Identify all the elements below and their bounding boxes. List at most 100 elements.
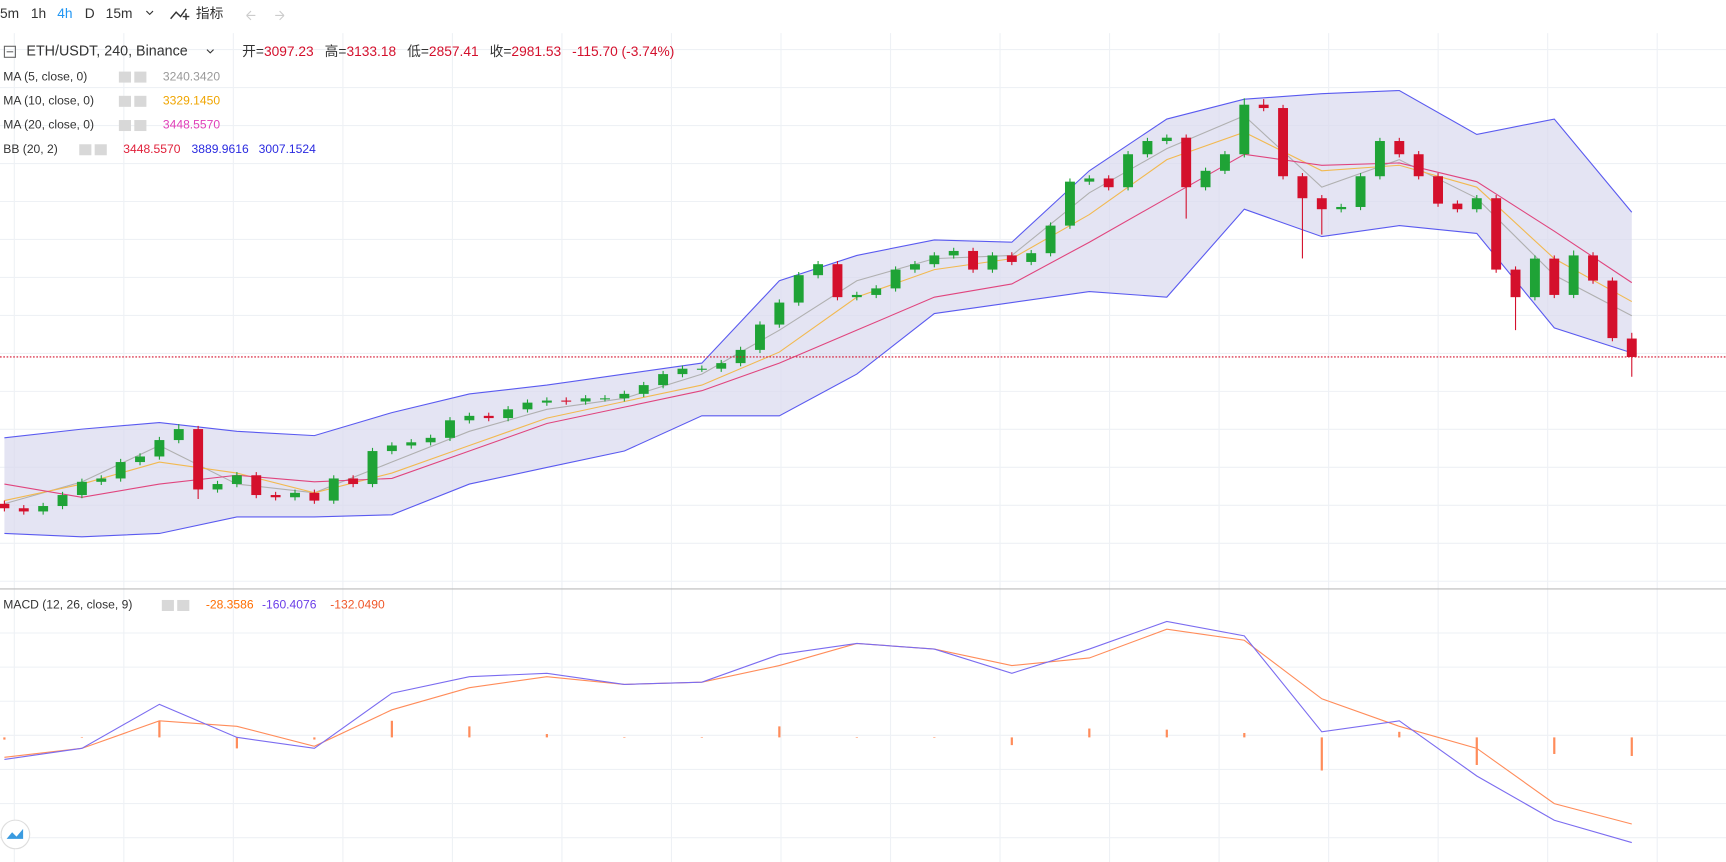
candle-body [1161,137,1172,142]
candle-body [251,475,262,496]
visibility-button[interactable] [161,599,174,611]
candle-body [386,445,397,452]
candle-body [96,478,107,482]
candle-body [115,462,126,479]
macd-histogram-bar [3,737,6,740]
candle-body [658,374,669,386]
macd-histogram-bar [235,737,238,749]
visibility-button[interactable] [118,120,131,132]
macd-histogram-bar [1165,729,1168,738]
candle-body [309,492,320,501]
remove-button[interactable] [177,599,190,611]
candle-body [1200,170,1211,188]
candle-body [76,481,87,496]
candle-body [600,398,610,400]
candle-body [445,420,455,438]
candle-body [1103,178,1114,188]
candle-body [987,255,998,270]
interval-button[interactable]: 1h [31,6,46,21]
candle-body [1529,258,1540,298]
candle-body [1394,141,1405,155]
candle-body [1219,154,1230,171]
candle-body [910,264,920,270]
ohlc-value: 3097.23 [264,43,314,58]
candle-body [270,495,281,498]
macd-histogram-bar [80,737,83,738]
undo-button[interactable] [246,10,256,21]
interval-button[interactable]: D [85,6,95,21]
logo[interactable] [0,819,31,850]
candle-body [1084,178,1095,182]
indicator-name[interactable]: MACD (12, 26, close, 9) [3,598,132,612]
candle-body [1064,181,1075,226]
macd-histogram-bar [1243,732,1246,738]
indicator-name[interactable]: MA (5, close, 0) [3,69,87,83]
candle-body [1278,108,1289,177]
indicator-name[interactable]: BB (20, 2) [3,142,57,156]
collapse-button[interactable] [3,45,16,58]
candle-body [755,324,765,350]
candle-body [677,368,688,375]
visibility-button[interactable] [118,71,131,83]
moving-average [4,153,1633,498]
macd-line [4,620,1632,844]
candle-body [1471,198,1482,210]
symbol-menu[interactable] [206,49,214,54]
indicator-name[interactable]: MA (10, close, 0) [3,94,94,108]
candle-body [483,415,494,419]
ohlc-label: 收= [490,43,512,58]
candle-body [929,255,940,265]
ohlc-value: 2981.53 [511,43,561,58]
ohlc-legend: 开=3097.23 高=3133.18 低=2857.41 收=2981.53 -115… [242,42,674,58]
macd-histogram-bar [545,734,548,738]
macd-histogram-bar [1088,728,1091,738]
visibility-button[interactable] [118,95,131,107]
candle-body [1588,255,1598,281]
macd-histogram-bar [313,737,316,740]
macd-histogram-bar [1630,737,1633,756]
ohlc-label: 低= [407,43,429,58]
candle-body [0,503,10,509]
candle-body [1006,255,1017,262]
remove-button[interactable] [134,71,147,83]
macd-histogram-bar [1553,737,1556,754]
remove-button[interactable] [134,95,147,107]
candle-body [1355,176,1366,207]
macd-histogram-bar [1398,731,1401,738]
candle-body [1026,253,1037,262]
candle-body [135,456,145,463]
candle-body [793,275,804,303]
candle-body [503,409,514,419]
ohlc-label: 开= [242,43,264,58]
candle-body [813,264,824,276]
candle-body [38,506,49,512]
interval-menu[interactable] [146,10,154,16]
redo-button[interactable] [275,10,285,21]
interval-button[interactable]: 5m [0,6,19,21]
interval-button[interactable]: 15m [106,6,133,21]
remove-button[interactable] [134,120,147,132]
macd-histogram-bar [700,737,703,738]
visibility-button[interactable] [79,144,92,156]
candle-body [1316,198,1327,210]
candle-body [1607,280,1618,339]
indicator-icon[interactable] [170,8,190,20]
remove-button[interactable] [94,144,107,156]
candle-body [1433,176,1443,204]
candle-body [1181,137,1192,188]
candle-body [1239,104,1250,155]
logo-mark [6,828,24,839]
macd-histogram-bar [778,726,781,738]
macd-histogram-bar [468,726,471,738]
candle-body [425,437,436,443]
interval-button[interactable]: 4h [57,6,72,21]
macd-histogram-bar [1010,737,1013,746]
candle-body [1568,255,1579,295]
candle-body [464,415,475,421]
indicators-button[interactable]: 指标 [196,6,224,21]
symbol-title[interactable]: ETH/USDT, 240, Binance [26,44,187,60]
indicator-name[interactable]: MA (20, close, 0) [3,118,94,132]
candle-body [561,400,572,402]
ohlc-value: 3133.18 [346,43,396,58]
candle-body [57,495,68,507]
